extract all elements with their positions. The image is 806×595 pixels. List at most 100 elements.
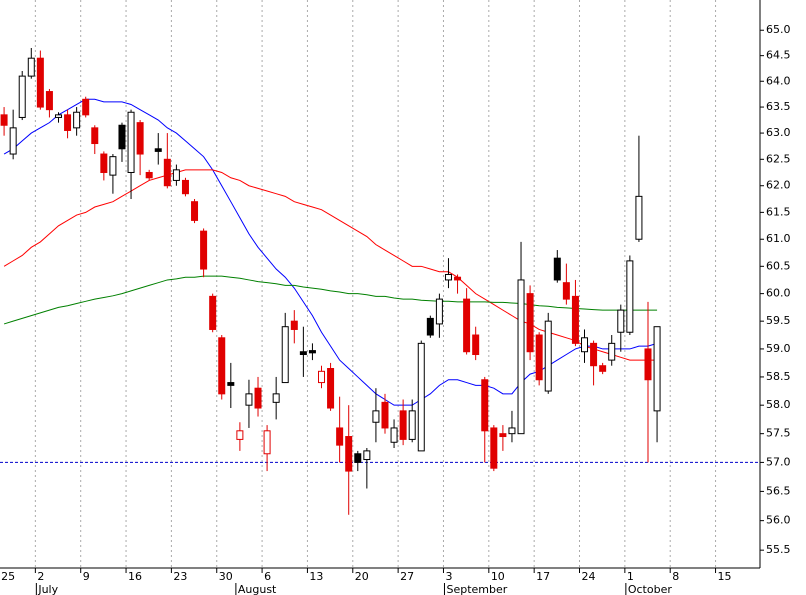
month-label: October [628,583,672,595]
candle-body [73,111,81,129]
x-tick-label: 30 [219,570,233,583]
candle-body [608,342,616,361]
candle-body [318,370,326,384]
y-tick-label: 59.0 [766,342,791,355]
candle-body [136,122,144,155]
x-tick-label: 23 [173,570,187,583]
candle-body [236,430,244,440]
candle-body [363,450,371,461]
candle-body [417,342,425,452]
y-tick-label: 65.0 [766,23,791,36]
candle-body [218,337,226,395]
candle-body [327,368,335,409]
candle-body [644,348,652,381]
x-tick-label: 1 [627,570,634,583]
x-tick-label: 20 [355,570,369,583]
candle-body [372,410,380,423]
y-tick-label: 60.0 [766,287,791,300]
candle-body [91,127,99,145]
candle-body [490,427,498,469]
x-tick-label: 10 [491,570,505,583]
candle-body [463,298,471,353]
candle-body [290,320,298,330]
x-tick-label: 24 [582,570,596,583]
candle-body [390,427,398,443]
candle-body [590,342,598,367]
candle-body [18,75,26,118]
y-tick-label: 57.5 [766,427,791,440]
y-tick-label: 64.0 [766,74,791,87]
candle-body [526,293,534,353]
candle-body [227,382,235,386]
x-tick-label: 6 [264,570,271,583]
candle-body [454,276,462,281]
candle-body [263,430,271,455]
candle-body [272,393,280,403]
candle-body [254,387,262,409]
candle-body [535,334,543,381]
candle-body [544,320,552,392]
x-tick-label: 3 [445,570,452,583]
month-label: August [238,583,277,595]
y-tick-label: 62.5 [766,152,791,165]
x-tick-label: 13 [309,570,323,583]
candle-body [517,279,525,435]
candle-body [54,114,62,118]
y-tick-label: 60.5 [766,259,791,272]
candle-body [245,393,253,406]
moving-average-line [3,98,658,406]
candle-body [82,98,90,116]
candle-body [191,201,199,221]
x-tick-label: 2 [37,570,44,583]
y-tick-label: 63.0 [766,126,791,139]
x-tick-label: 25 [1,570,15,583]
candle-body [154,148,162,152]
x-tick-label: 9 [83,570,90,583]
moving-average-line [3,275,658,325]
y-tick-label: 64.5 [766,49,791,62]
candle-body [481,379,489,432]
candle-body [0,114,8,126]
x-tick-label: 27 [400,570,414,583]
y-tick-label: 56.0 [766,514,791,527]
candle-body [109,156,117,176]
y-tick-label: 58.0 [766,398,791,411]
candle-body [408,410,416,440]
candle-body [653,326,661,412]
candle-body [172,169,180,181]
candle-body [472,334,480,356]
candle-body [381,401,389,429]
candle-body [626,260,634,333]
candle-body [426,317,434,336]
candle-body [617,309,625,333]
candle-body [27,57,35,77]
y-tick-label: 58.5 [766,370,791,383]
y-tick-label: 61.5 [766,205,791,218]
y-tick-label: 61.0 [766,232,791,245]
candle-body [145,171,153,179]
candle-body [209,295,217,330]
candle-body [200,230,208,270]
candle-body [399,410,407,440]
candle-body [64,114,72,131]
candle-body [499,433,507,438]
candle-body [336,427,344,446]
candle-body [45,91,53,111]
y-tick-label: 63.5 [766,100,791,113]
x-tick-label: 8 [672,570,679,583]
x-tick-label: 17 [536,570,550,583]
candle-body [571,295,579,344]
candle-body [181,179,189,195]
y-tick-label: 62.0 [766,179,791,192]
candle-body [508,427,516,435]
y-tick-label: 59.5 [766,314,791,327]
candle-body [599,365,607,372]
y-tick-label: 57.0 [766,455,791,468]
candle-body [118,124,126,150]
candle-body [553,257,561,281]
y-tick-label: 56.5 [766,484,791,497]
candle-body [635,195,643,240]
month-label: July [37,583,58,595]
candle-body [581,337,589,353]
